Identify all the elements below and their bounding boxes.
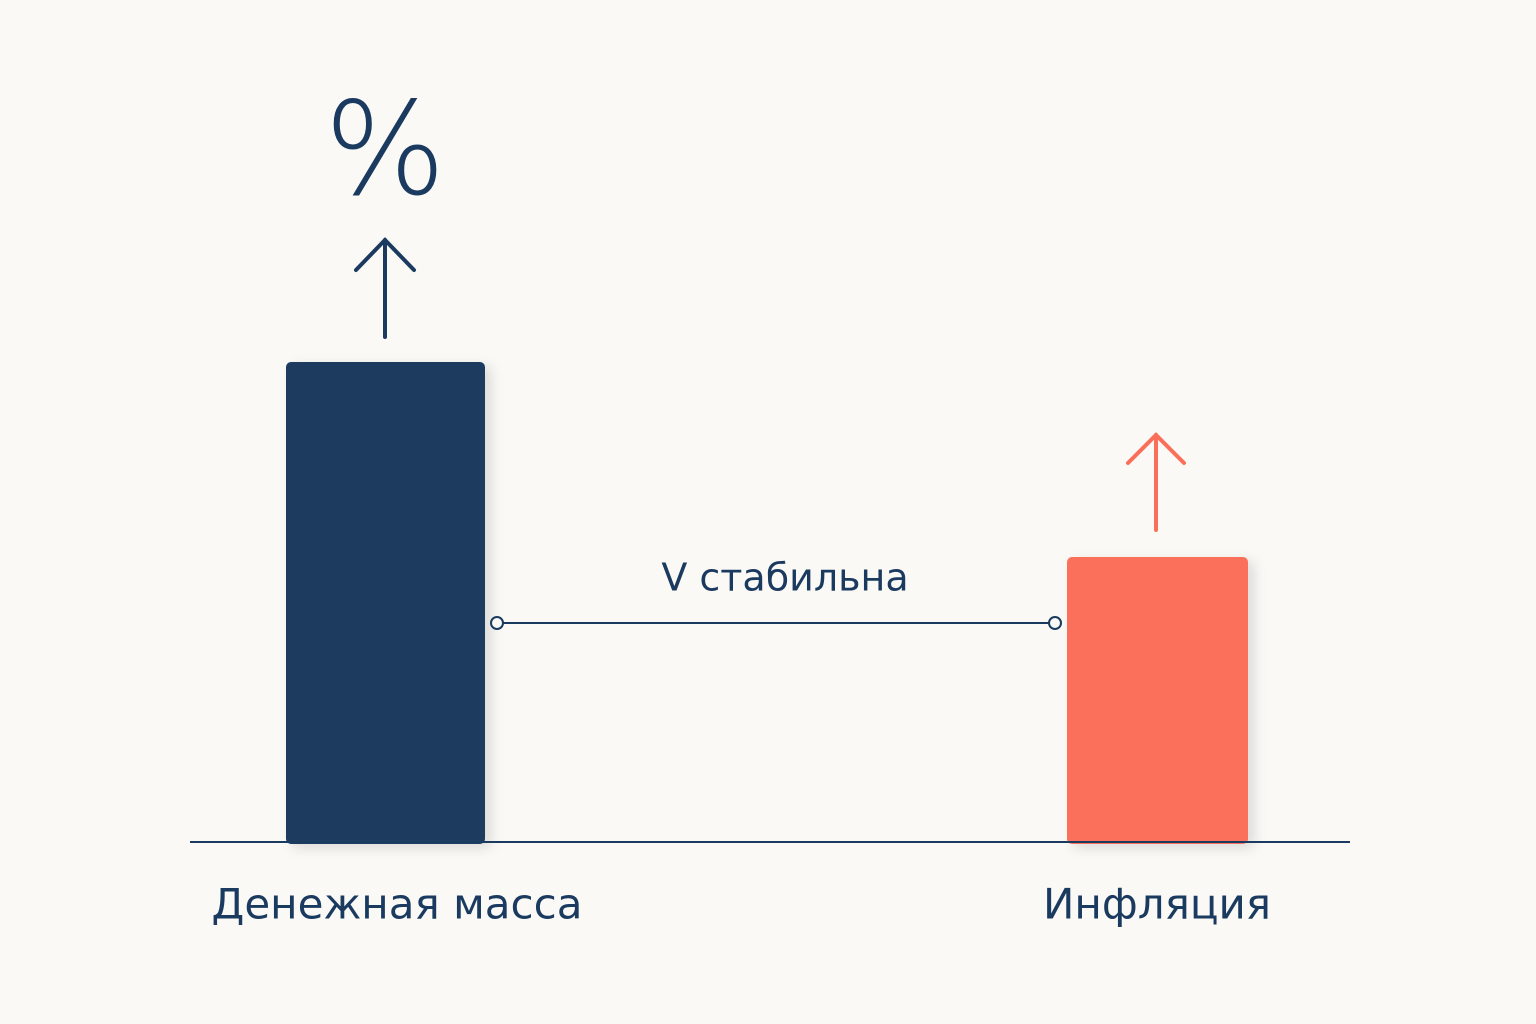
percent-symbol: % [324, 75, 446, 224]
up-arrow [354, 237, 416, 339]
connector-label: V стабильна [661, 556, 908, 600]
up-arrow [1126, 432, 1186, 532]
inflation-bar [1067, 557, 1248, 844]
bar-label: Инфляция [1043, 880, 1271, 929]
money-supply-bar [286, 362, 485, 844]
bar-label: Денежная масса [212, 880, 583, 929]
connector [490, 616, 1062, 630]
